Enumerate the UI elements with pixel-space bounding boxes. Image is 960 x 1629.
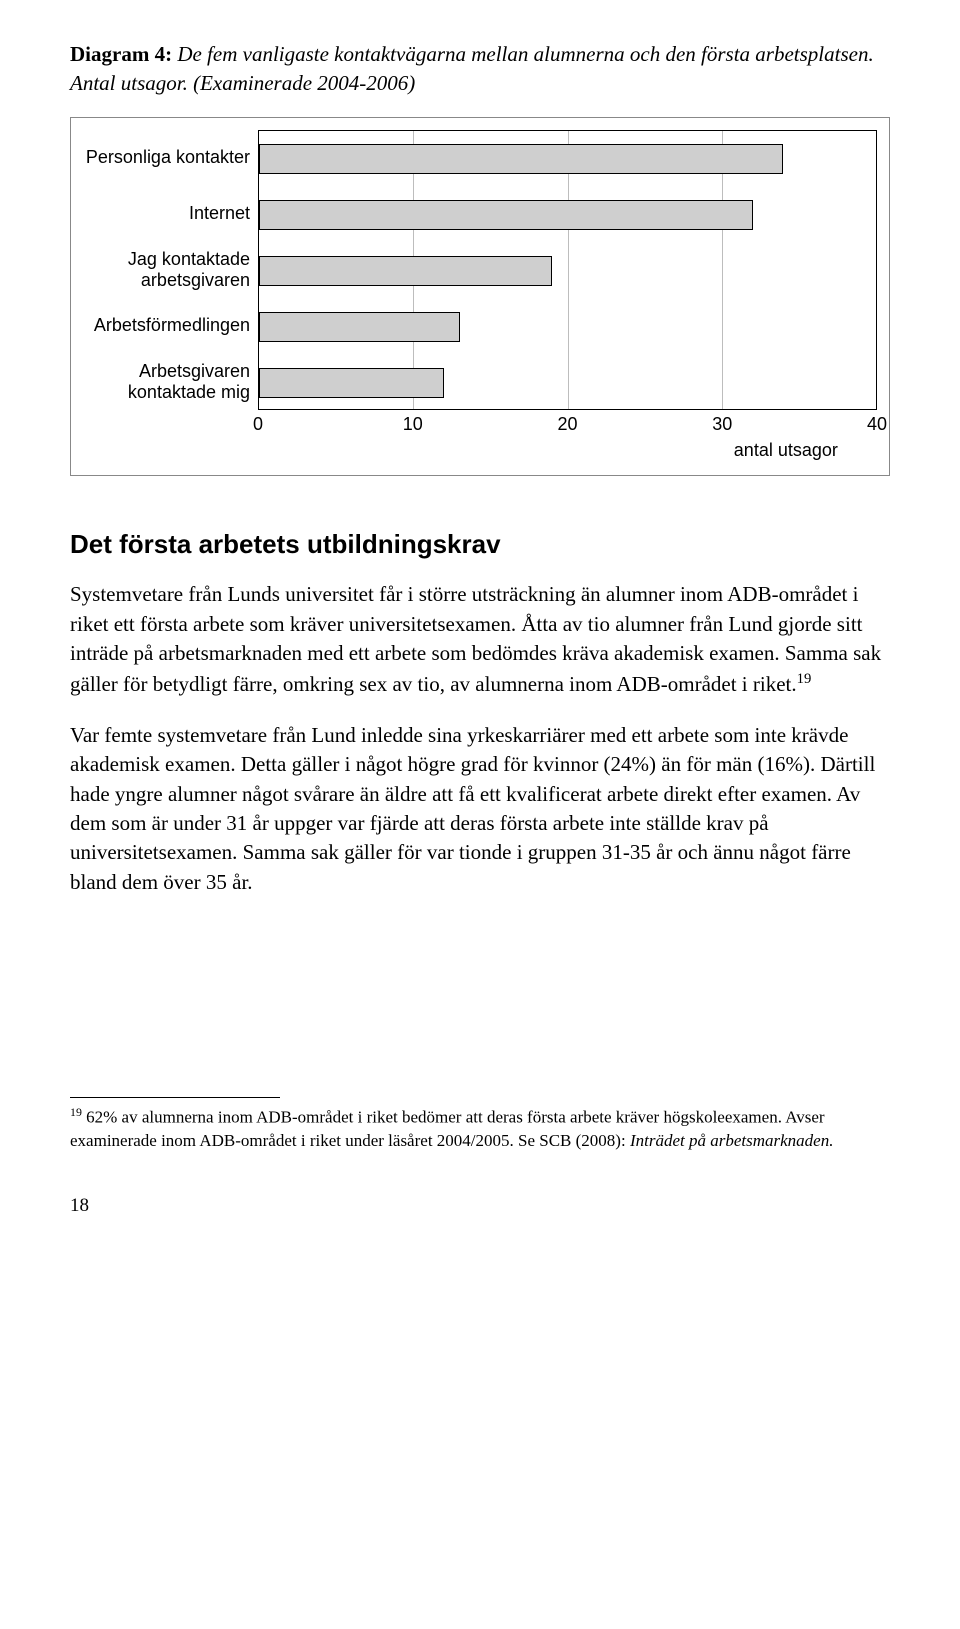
chart-tick: 0: [253, 412, 263, 437]
chart-bar: [259, 368, 444, 398]
footnote-ref: 19: [797, 671, 812, 687]
diagram-label: Diagram 4:: [70, 42, 172, 66]
chart-x-ticks: 010203040: [258, 410, 877, 438]
footnote-rule: [70, 1097, 280, 1098]
chart-bar: [259, 200, 753, 230]
chart-plot-area: [258, 130, 877, 410]
section-heading: Det första arbetets utbildningskrav: [70, 526, 890, 562]
chart-tick: 30: [712, 412, 732, 437]
chart-container: Personliga kontakter Internet Jag kontak…: [70, 117, 890, 476]
diagram-title: Diagram 4: De fem vanligaste kontaktväga…: [70, 40, 890, 99]
body-paragraph: Var femte systemvetare från Lund inledde…: [70, 721, 890, 897]
chart-x-label: antal utsagor: [258, 438, 877, 463]
para-text: Systemvetare från Lunds universitet får …: [70, 582, 881, 695]
chart-tick: 40: [867, 412, 887, 437]
chart-category-labels: Personliga kontakter Internet Jag kontak…: [83, 130, 258, 410]
body-paragraph: Systemvetare från Lunds universitet får …: [70, 580, 890, 699]
chart-label: Arbetsförmedlingen: [83, 298, 258, 354]
chart-bar: [259, 312, 460, 342]
chart-tick: 20: [557, 412, 577, 437]
footnote: 19 62% av alumnerna inom ADB-området i r…: [70, 1104, 890, 1153]
page-number: 18: [70, 1193, 890, 1220]
chart-label: Personliga kontakter: [83, 130, 258, 186]
footnote-italic: Inträdet på arbetsmarknaden.: [630, 1131, 834, 1150]
chart-tick: 10: [403, 412, 423, 437]
footnote-number: 19: [70, 1105, 82, 1119]
chart-bar: [259, 144, 783, 174]
chart-label: Arbetsgivaren kontaktade mig: [83, 354, 258, 410]
diagram-caption: De fem vanligaste kontaktvägarna mellan …: [70, 42, 874, 95]
chart-bar: [259, 256, 552, 286]
chart-label: Internet: [83, 186, 258, 242]
chart-label: Jag kontaktade arbetsgivaren: [83, 242, 258, 298]
